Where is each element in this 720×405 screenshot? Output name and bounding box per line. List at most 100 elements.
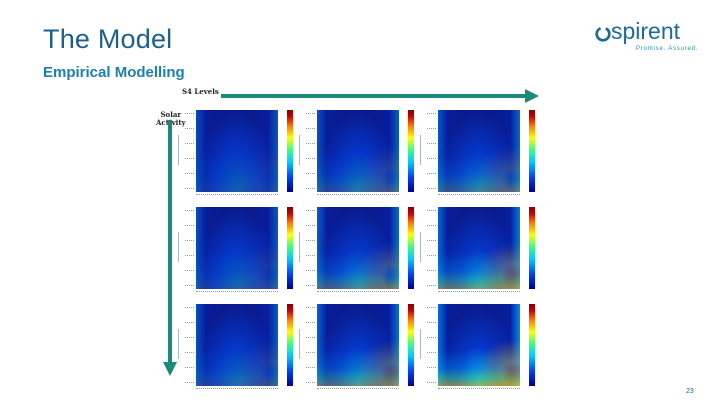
- panel-y-tick: [427, 322, 436, 324]
- panel-x-ticks: [317, 194, 399, 199]
- panel-y-tick: [306, 307, 315, 309]
- panel-y-tick: [427, 270, 436, 272]
- heatmap-image: [438, 207, 520, 289]
- panel-y-tick: [185, 337, 194, 339]
- panel-y-tick: [427, 158, 436, 160]
- panel-y-tick: [427, 128, 436, 130]
- panel-y-tick: [306, 240, 315, 242]
- page-number: 23: [686, 388, 694, 395]
- heatmap-image: [317, 207, 399, 289]
- panel-y-tick: [306, 143, 315, 145]
- panel-y-tick: [427, 210, 436, 212]
- panel-y-tick: [185, 270, 194, 272]
- panel-x-ticks: [438, 388, 520, 393]
- panel-y-tick: [185, 210, 194, 212]
- panel-y-tick: [306, 210, 315, 212]
- panel-y-tick: [427, 382, 436, 384]
- heatmap-panel: [299, 299, 417, 395]
- heatmap-image: [438, 110, 520, 192]
- colorbar: [529, 110, 535, 192]
- heatmap-image: [196, 304, 278, 386]
- heatmap-image: [196, 110, 278, 192]
- panel-y-tick: [306, 352, 315, 354]
- heatmap-image: [317, 110, 399, 192]
- heatmap-image: [196, 207, 278, 289]
- panel-y-tick: [306, 128, 315, 130]
- colorbar: [408, 304, 414, 386]
- panel-y-tick: [306, 285, 315, 287]
- panel-y-tick: [306, 225, 315, 227]
- panel-y-tick: [427, 173, 436, 175]
- colorbar: [287, 207, 293, 289]
- heatmap-panel: [420, 105, 538, 201]
- panel-y-tick: [427, 143, 436, 145]
- heatmap-panel: [178, 202, 296, 298]
- panel-y-axis-label: [420, 329, 429, 359]
- panel-y-tick: [427, 225, 436, 227]
- panel-y-tick: [185, 173, 194, 175]
- panel-y-tick: [427, 255, 436, 257]
- side-axis-label-line1: Solar: [160, 110, 182, 119]
- heatmap-image: [438, 304, 520, 386]
- panel-y-tick: [185, 158, 194, 160]
- panel-y-tick: [306, 255, 315, 257]
- panel-x-ticks: [438, 194, 520, 199]
- heatmap-panel: [420, 299, 538, 395]
- panel-y-tick: [427, 240, 436, 242]
- heatmap-panel: [299, 105, 417, 201]
- colorbar: [408, 110, 414, 192]
- panel-y-tick: [306, 322, 315, 324]
- panel-y-tick: [185, 225, 194, 227]
- panel-y-axis-label: [420, 232, 429, 262]
- colorbar: [287, 110, 293, 192]
- panel-y-tick: [306, 173, 315, 175]
- logo-word: spirent: [611, 18, 681, 44]
- panel-y-tick: [185, 240, 194, 242]
- panel-y-tick: [185, 322, 194, 324]
- colorbar: [287, 304, 293, 386]
- panel-y-tick: [427, 113, 436, 115]
- panel-y-axis-label: [178, 135, 187, 165]
- colorbar: [529, 304, 535, 386]
- panel-y-tick: [306, 188, 315, 190]
- panel-x-ticks: [196, 291, 278, 296]
- panel-y-tick: [427, 352, 436, 354]
- heatmap-image: [317, 304, 399, 386]
- panel-y-tick: [306, 158, 315, 160]
- spirent-logo: spirent Promise. Assured.: [594, 18, 699, 56]
- panel-y-tick: [306, 113, 315, 115]
- panel-y-tick: [185, 352, 194, 354]
- logo-tagline: Promise. Assured.: [636, 46, 699, 52]
- panel-y-axis-label: [178, 232, 187, 262]
- panel-y-tick: [306, 367, 315, 369]
- slide-title: The Model: [43, 24, 173, 54]
- panel-y-tick: [427, 285, 436, 287]
- heatmap-panel: [299, 202, 417, 298]
- colorbar: [408, 207, 414, 289]
- panel-y-tick: [185, 255, 194, 257]
- panel-y-tick: [185, 128, 194, 130]
- panel-x-ticks: [196, 388, 278, 393]
- panel-y-tick: [427, 367, 436, 369]
- panel-y-tick: [185, 143, 194, 145]
- heatmap-panel: [420, 202, 538, 298]
- heatmap-panel: [178, 105, 296, 201]
- panel-y-tick: [306, 270, 315, 272]
- panel-x-ticks: [317, 388, 399, 393]
- panel-y-tick: [185, 307, 194, 309]
- panel-y-tick: [185, 382, 194, 384]
- panel-y-axis-label: [420, 135, 429, 165]
- panel-x-ticks: [438, 291, 520, 296]
- panel-y-tick: [427, 188, 436, 190]
- panel-y-tick: [185, 188, 194, 190]
- colorbar: [529, 207, 535, 289]
- panel-y-axis-label: [299, 232, 308, 262]
- top-axis-label: S4 Levels: [182, 87, 219, 96]
- panel-x-ticks: [317, 291, 399, 296]
- panel-y-tick: [306, 382, 315, 384]
- panel-y-axis-label: [299, 135, 308, 165]
- panel-y-tick: [185, 285, 194, 287]
- panel-y-tick: [306, 337, 315, 339]
- heatmap-grid: [178, 105, 560, 405]
- panel-y-tick: [427, 337, 436, 339]
